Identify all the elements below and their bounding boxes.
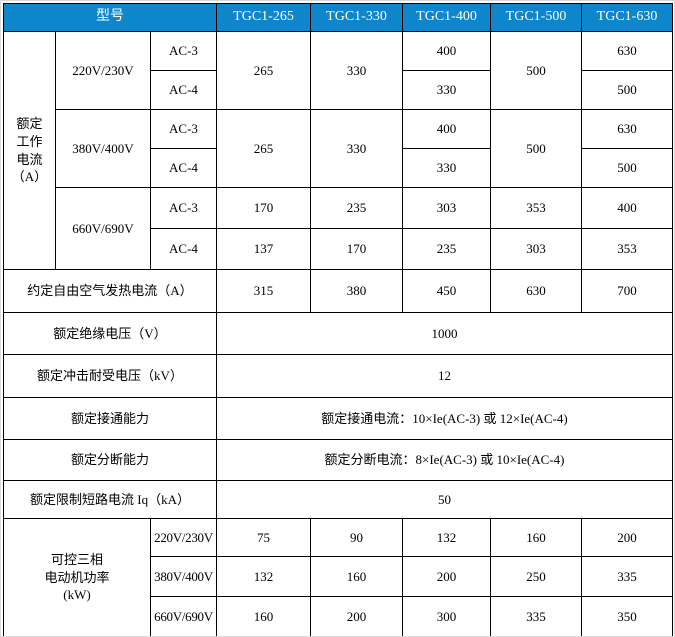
- value-cell: 700: [581, 269, 673, 313]
- value-cell: 265: [216, 31, 311, 110]
- table-row: 约定自由空气发热电流（A） 315 380 450 630 700: [3, 269, 673, 313]
- value-cell: 400: [581, 187, 673, 229]
- voltage-cell: 660V/690V: [55, 187, 151, 270]
- value-cell: 330: [310, 31, 403, 110]
- value-cell: 380: [310, 269, 403, 313]
- value-cell: 235: [402, 228, 491, 270]
- model-column-header: TGC1-400: [402, 3, 491, 32]
- value-cell: 350: [581, 596, 673, 636]
- value-cell: 235: [310, 187, 403, 229]
- making-capacity-label: 额定接通能力: [3, 397, 217, 440]
- value-cell: 50: [216, 480, 673, 519]
- value-cell: 400: [402, 31, 491, 71]
- value-cell: 75: [216, 518, 311, 557]
- value-cell: 132: [402, 518, 491, 557]
- value-cell: 500: [581, 70, 673, 110]
- table-row: 660V/690V 160 200 300 335 350: [4, 596, 673, 636]
- value-cell: 170: [216, 187, 311, 229]
- value-cell: 1000: [216, 312, 673, 355]
- voltage-cell: 220V/230V: [55, 31, 151, 110]
- category-cell: AC-4: [150, 70, 217, 110]
- value-cell: 335: [581, 556, 673, 597]
- value-cell: 330: [402, 148, 491, 188]
- category-cell: AC-3: [150, 187, 217, 229]
- value-cell: 330: [402, 70, 491, 110]
- table-row: 额定冲击耐受电压（kV） 12: [3, 354, 673, 398]
- value-cell: 630: [581, 109, 673, 149]
- value-cell: 353: [490, 187, 582, 229]
- value-cell: 200: [581, 518, 673, 557]
- value-cell: 200: [402, 556, 491, 597]
- value-cell: 630: [490, 269, 582, 313]
- value-cell: 160: [216, 596, 311, 636]
- breaking-capacity-label: 额定分断能力: [3, 439, 217, 481]
- category-cell: AC-3: [150, 109, 217, 149]
- model-column-header: TGC1-630: [581, 3, 673, 32]
- table-row: AC-4 330 500: [4, 148, 673, 188]
- value-cell: 160: [310, 556, 403, 597]
- table-row: 660V/690V AC-3 170 235 303 353 400: [4, 187, 673, 270]
- value-cell: 630: [581, 31, 673, 71]
- model-header-label: 型号: [3, 3, 217, 32]
- voltage-cell: 380V/400V: [55, 109, 151, 188]
- table-row: 额定接通能力 额定接通电流：10×Ie(AC-3) 或 12×Ie(AC-4): [3, 397, 673, 440]
- spec-table: 型号 TGC1-265 TGC1-330 TGC1-400 TGC1-500 T…: [3, 3, 673, 636]
- table-row: 380V/400V 132 160 200 250 335: [4, 556, 673, 597]
- value-cell: 500: [490, 109, 582, 188]
- model-column-header: TGC1-330: [310, 3, 403, 32]
- value-cell: 170: [310, 228, 403, 270]
- value-cell: 500: [490, 31, 582, 110]
- value-cell: 330: [310, 109, 403, 188]
- table-row: 额定分断能力 额定分断电流：8×Ie(AC-3) 或 10×Ie(AC-4): [3, 439, 673, 481]
- value-cell: 160: [490, 518, 582, 557]
- value-cell: 12: [216, 354, 673, 398]
- value-cell: 300: [402, 596, 491, 636]
- header-row: 型号 TGC1-265 TGC1-330 TGC1-400 TGC1-500 T…: [3, 3, 673, 32]
- value-cell: 335: [490, 596, 582, 636]
- insulation-voltage-label: 额定绝缘电压（V）: [3, 312, 217, 355]
- value-cell: 90: [310, 518, 403, 557]
- category-cell: AC-4: [150, 148, 217, 188]
- category-cell: AC-4: [150, 228, 217, 270]
- value-cell: 额定接通电流：10×Ie(AC-3) 或 12×Ie(AC-4): [216, 397, 673, 440]
- value-cell: 200: [310, 596, 403, 636]
- value-cell: 265: [216, 109, 311, 188]
- voltage-cell: 380V/400V: [150, 556, 217, 597]
- value-cell: 500: [581, 148, 673, 188]
- model-column-header: TGC1-500: [490, 3, 582, 32]
- value-cell: 450: [402, 269, 491, 313]
- motor-power-label: 可控三相 电动机功率 (kW): [3, 518, 151, 636]
- impulse-voltage-label: 额定冲击耐受电压（kV）: [3, 354, 217, 398]
- value-cell: 137: [216, 228, 311, 270]
- table-row: 380V/400V AC-3 265 330 400 500 630: [4, 109, 673, 188]
- value-cell: 315: [216, 269, 311, 313]
- rated-current-label: 额定 工作 电流 （A）: [3, 31, 56, 270]
- category-cell: AC-3: [150, 31, 217, 71]
- value-cell: 353: [581, 228, 673, 270]
- value-cell: 额定分断电流：8×Ie(AC-3) 或 10×Ie(AC-4): [216, 439, 673, 481]
- value-cell: 132: [216, 556, 311, 597]
- table-row: 可控三相 电动机功率 (kW) 220V/230V 75 90 132 160 …: [3, 518, 673, 636]
- table-row: 额定限制短路电流 Iq（kA） 50: [3, 480, 673, 519]
- thermal-current-label: 约定自由空气发热电流（A）: [3, 269, 217, 313]
- table-row: AC-4 330 500: [4, 70, 673, 110]
- value-cell: 400: [402, 109, 491, 149]
- voltage-cell: 660V/690V: [150, 596, 217, 636]
- value-cell: 303: [490, 228, 582, 270]
- short-circuit-current-label: 额定限制短路电流 Iq（kA）: [3, 480, 217, 519]
- table-row: 额定绝缘电压（V） 1000: [3, 312, 673, 355]
- model-column-header: TGC1-265: [216, 3, 311, 32]
- voltage-cell: 220V/230V: [150, 518, 217, 557]
- table-row: 额定 工作 电流 （A） 220V/230V AC-3 265 330 400 …: [3, 31, 673, 270]
- table-row: AC-4 137 170 235 303 353: [4, 228, 673, 270]
- value-cell: 303: [402, 187, 491, 229]
- value-cell: 250: [490, 556, 582, 597]
